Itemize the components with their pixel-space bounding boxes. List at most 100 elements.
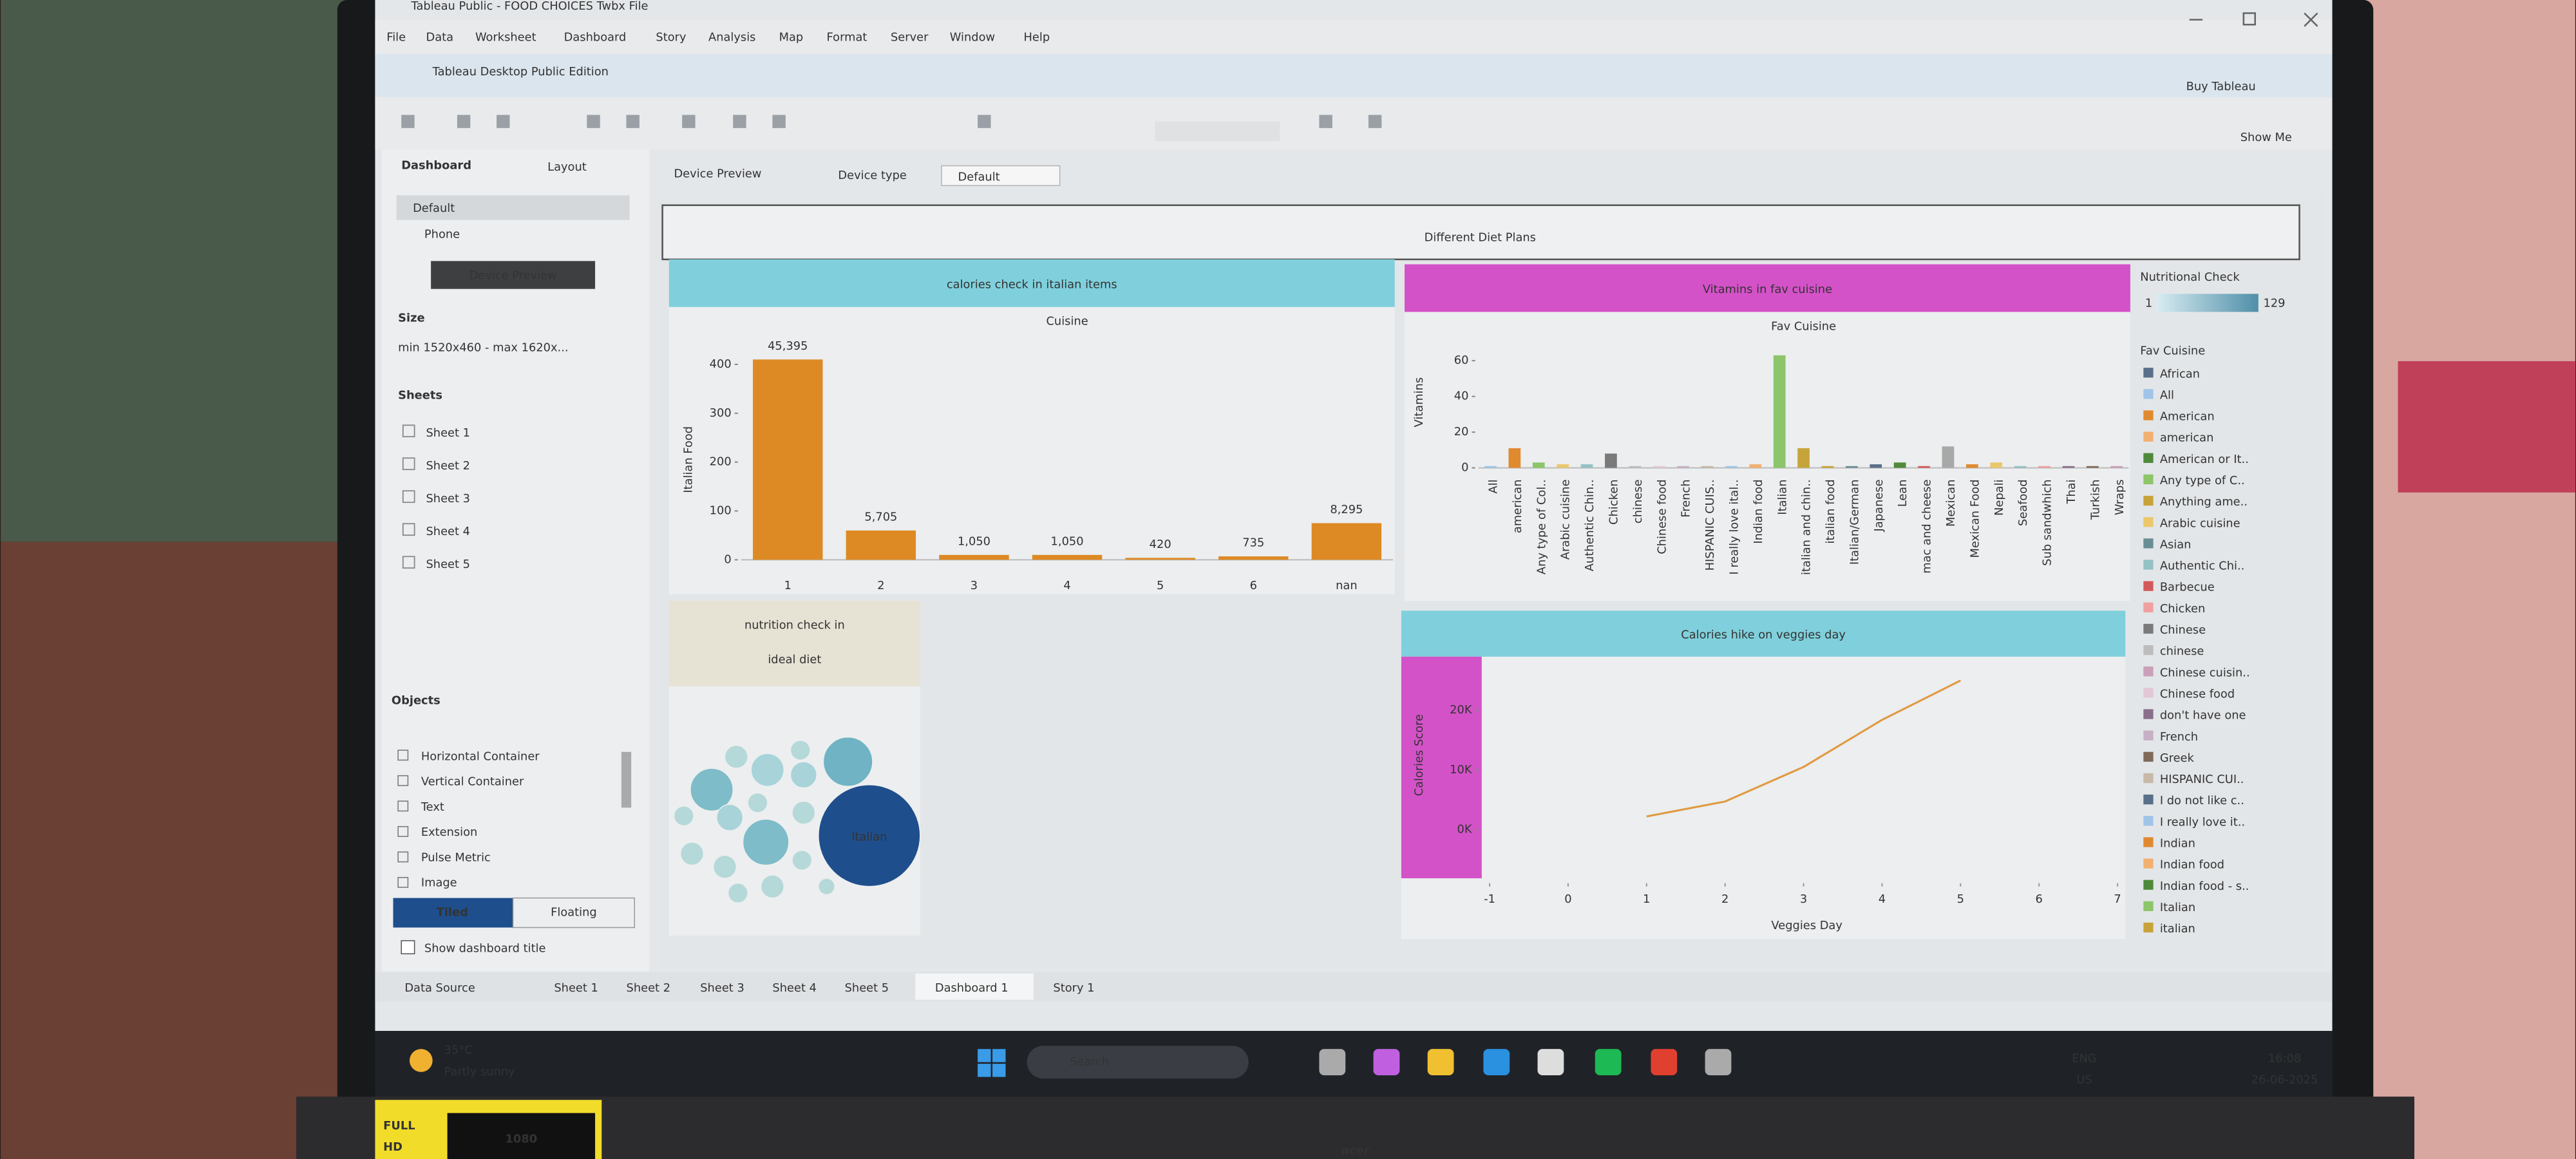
legend-entry[interactable]: Indian food - s.. [2160, 880, 2249, 893]
toolbar-icon[interactable] [733, 115, 746, 128]
taskbar-app[interactable] [1373, 1049, 1400, 1075]
toolbar-icon[interactable] [978, 115, 991, 128]
toolbar-icon[interactable] [772, 115, 786, 128]
sheet-tab[interactable]: Sheet 5 [845, 981, 889, 995]
toolbar-icon[interactable] [682, 115, 696, 128]
size-value[interactable]: min 1520x460 - max 1620x... [398, 341, 568, 355]
legend-entry[interactable]: African [2160, 367, 2200, 381]
legend-entry[interactable]: Authentic Chi.. [2160, 560, 2245, 573]
legend-entry[interactable]: Chicken [2160, 602, 2205, 616]
legend-entry[interactable]: american [2160, 431, 2214, 445]
canvas-tab[interactable]: Device Preview [674, 167, 761, 180]
object-item[interactable]: Image [421, 876, 457, 890]
sheet-tab[interactable]: Sheet 4 [772, 981, 817, 995]
legend-entry[interactable]: Asian [2160, 538, 2192, 551]
legend-entry[interactable]: HISPANIC CUI.. [2160, 773, 2244, 786]
taskbar-app[interactable] [1483, 1049, 1510, 1075]
menu-item[interactable]: Map [779, 31, 804, 44]
toolbar-icon[interactable] [497, 115, 510, 128]
legend-entry[interactable]: Chinese food [2160, 687, 2235, 701]
buy-link[interactable]: Buy Tableau [2186, 80, 2256, 93]
toolbar-icon[interactable] [401, 115, 415, 128]
toolbar-icon[interactable] [1368, 115, 1382, 128]
toolbar-icon[interactable] [587, 115, 600, 128]
start-logo[interactable] [992, 1049, 1006, 1062]
legend-entry[interactable]: Indian food [2160, 858, 2224, 872]
sheet-tab[interactable]: Dashboard 1 [935, 981, 1009, 995]
bar [1942, 446, 1955, 468]
object-item[interactable]: Extension [421, 825, 478, 839]
legend-entry[interactable]: italian [2160, 922, 2195, 936]
legend-entry[interactable]: I do not like c.. [2160, 794, 2244, 807]
legend-entry[interactable]: Italian [2160, 901, 2195, 914]
legend-entry[interactable]: don't have one [2160, 709, 2246, 722]
sheet-item[interactable]: Sheet 1 [426, 426, 470, 440]
menu-item[interactable]: File [386, 31, 406, 44]
legend-entry[interactable]: All [2160, 388, 2174, 402]
start-logo[interactable] [978, 1049, 991, 1062]
legend-entry[interactable]: Anything ame.. [2160, 495, 2248, 509]
maximize[interactable] [2242, 12, 2256, 26]
menu-item[interactable]: Help [1024, 31, 1050, 44]
toolbar-icon[interactable] [457, 115, 471, 128]
sidebar-tab[interactable]: Layout [547, 160, 587, 174]
start-logo[interactable] [992, 1064, 1006, 1077]
object-item[interactable]: Text [421, 800, 444, 814]
legend-entry[interactable]: Any type of C.. [2160, 474, 2245, 487]
sheet-tab[interactable]: Story 1 [1053, 981, 1094, 995]
sheet-tab[interactable]: Data Source [404, 981, 475, 995]
chart-panel [1401, 656, 2126, 939]
legend-entry[interactable]: American [2160, 410, 2215, 424]
start-logo[interactable] [978, 1064, 991, 1077]
menu-item[interactable]: Data [426, 31, 453, 44]
search-box[interactable] [1027, 1046, 1249, 1079]
menu-item[interactable]: Window [950, 31, 995, 44]
sheet-tab[interactable]: Sheet 2 [627, 981, 671, 995]
device-option[interactable]: Default [413, 202, 455, 215]
sheet-tab[interactable]: Sheet 1 [554, 981, 598, 995]
toolbar-icon[interactable] [1319, 115, 1332, 128]
taskbar-app[interactable] [1705, 1049, 1732, 1075]
legend-entry[interactable]: Chinese cuisin.. [2160, 666, 2250, 679]
legend-entry[interactable]: chinese [2160, 645, 2204, 658]
tiled-button[interactable] [393, 898, 513, 928]
legend-entry[interactable]: Indian [2160, 836, 2195, 850]
legend-entry[interactable]: Barbecue [2160, 581, 2215, 594]
menu-item[interactable]: Analysis [708, 31, 755, 44]
sidebar-tab[interactable]: Dashboard [401, 159, 471, 173]
show-me[interactable]: Show Me [2240, 131, 2292, 144]
object-item[interactable]: Pulse Metric [421, 851, 491, 864]
device-option[interactable]: Phone [424, 228, 460, 241]
menu-item[interactable]: Dashboard [564, 31, 627, 44]
object-item[interactable]: Vertical Container [421, 775, 524, 789]
menu-item[interactable]: Story [656, 31, 687, 44]
floating-button[interactable] [512, 897, 636, 928]
toolbar-icon[interactable] [626, 115, 639, 128]
legend-entry[interactable]: Arabic cuisine [2160, 516, 2240, 530]
device-type-dropdown[interactable] [941, 165, 1061, 186]
menu-item[interactable]: Server [891, 31, 929, 44]
taskbar-app[interactable] [1651, 1049, 1678, 1075]
close[interactable] [2304, 12, 2318, 27]
legend-entry[interactable]: Greek [2160, 751, 2195, 765]
object-item[interactable]: Horizontal Container [421, 749, 540, 763]
legend-entry[interactable]: French [2160, 730, 2198, 744]
sheet-item[interactable]: Sheet 3 [426, 492, 470, 505]
taskbar-app[interactable] [1427, 1049, 1454, 1075]
device-preview-button[interactable] [431, 261, 596, 289]
checkbox[interactable] [401, 940, 415, 955]
taskbar-app[interactable] [1319, 1049, 1346, 1075]
legend-entry[interactable]: Chinese [2160, 623, 2206, 637]
legend-entry[interactable]: American or It.. [2160, 453, 2249, 466]
sheet-item[interactable]: Sheet 5 [426, 558, 470, 571]
legend-entry[interactable]: I really love it.. [2160, 815, 2245, 829]
toolbar-field[interactable] [1155, 121, 1280, 142]
menu-item[interactable]: Format [827, 31, 867, 44]
sheet-tab[interactable]: Sheet 3 [700, 981, 744, 995]
taskbar-app[interactable] [1537, 1049, 1564, 1075]
legend-swatch [2143, 688, 2154, 698]
sheet-item[interactable]: Sheet 2 [426, 459, 470, 473]
menu-item[interactable]: Worksheet [475, 31, 536, 44]
taskbar-app[interactable] [1595, 1049, 1622, 1075]
sheet-item[interactable]: Sheet 4 [426, 525, 470, 538]
